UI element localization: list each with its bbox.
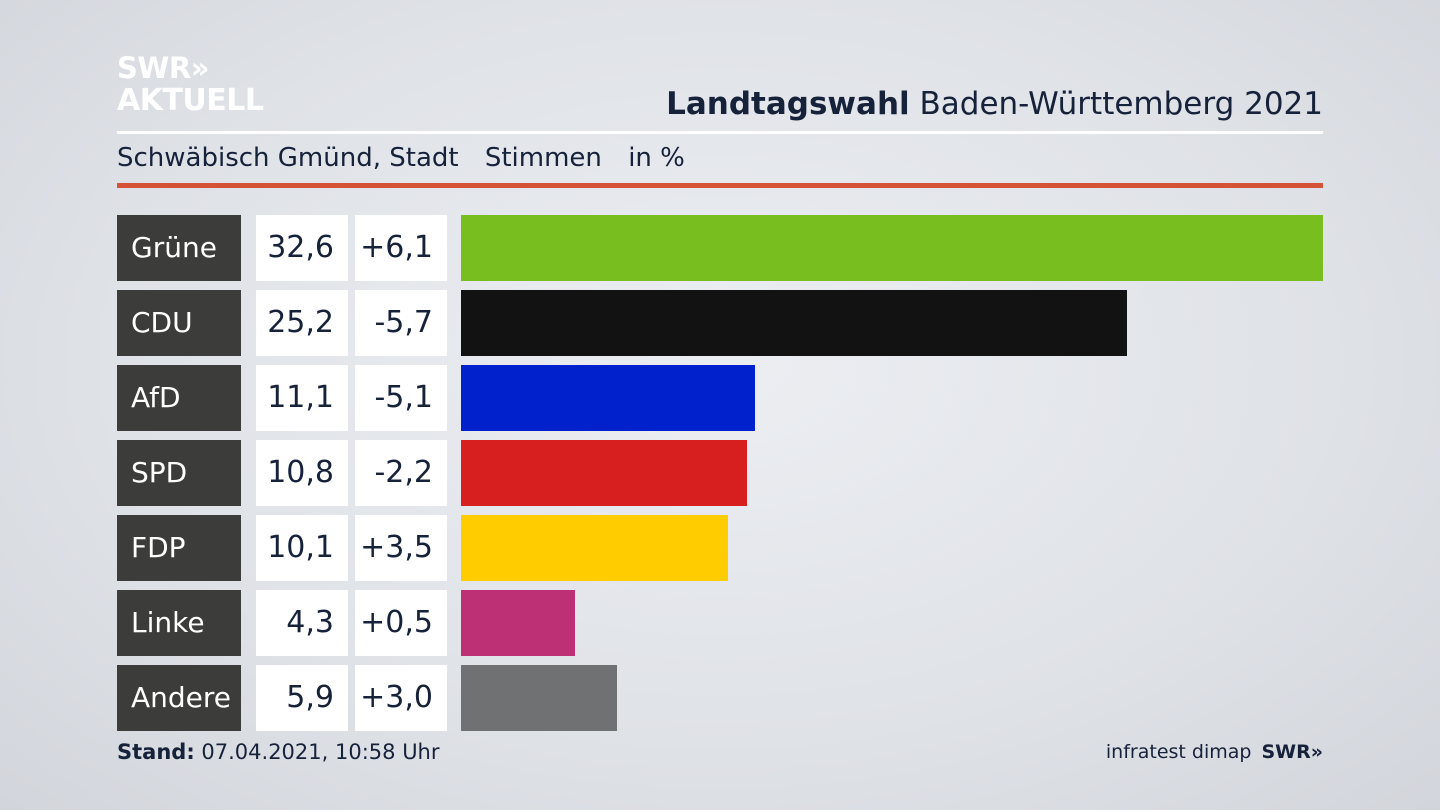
result-bar [461, 215, 1323, 281]
party-label: Grüne [117, 215, 241, 281]
title-rest: Baden-Württemberg 2021 [919, 86, 1323, 122]
chart-row: SPD 10,8 -2,2 [117, 440, 1323, 506]
change-value: -5,1 [355, 365, 447, 431]
result-bar [461, 590, 575, 656]
result-bar [461, 440, 747, 506]
vote-share-value: 5,9 [256, 665, 348, 731]
region-label: Schwäbisch Gmünd, Stadt [117, 143, 459, 173]
chart-row: FDP 10,1 +3,5 [117, 515, 1323, 581]
chart-row: Grüne 32,6 +6,1 [117, 215, 1323, 281]
party-label: Andere [117, 665, 241, 731]
result-bar [461, 515, 729, 581]
accent-divider [117, 183, 1323, 188]
unit-label: in % [628, 143, 685, 173]
chart-subtitle: Schwäbisch Gmünd, Stadt Stimmen in % [117, 143, 703, 173]
chart-row: Linke 4,3 +0,5 [117, 590, 1323, 656]
party-label: AfD [117, 365, 241, 431]
vote-share-value: 4,3 [256, 590, 348, 656]
change-value: +3,0 [355, 665, 447, 731]
party-label: Linke [117, 590, 241, 656]
swr-aktuell-logo: SWR» AKTUELL [117, 54, 264, 116]
vote-share-value: 11,1 [256, 365, 348, 431]
result-bar [461, 365, 755, 431]
party-label: SPD [117, 440, 241, 506]
source-credit: infratest dimap SWR» [1106, 741, 1323, 763]
change-value: +3,5 [355, 515, 447, 581]
chart-row: CDU 25,2 -5,7 [117, 290, 1323, 356]
logo-chevron-icon: » [190, 51, 210, 85]
logo-swr: SWR [117, 51, 191, 85]
change-value: +6,1 [355, 215, 447, 281]
vote-share-value: 32,6 [256, 215, 348, 281]
result-bar [461, 290, 1128, 356]
timestamp: Stand: 07.04.2021, 10:58 Uhr [117, 740, 440, 764]
change-value: -5,7 [355, 290, 447, 356]
chart-row: AfD 11,1 -5,1 [117, 365, 1323, 431]
change-value: +0,5 [355, 590, 447, 656]
stand-value: 07.04.2021, 10:58 Uhr [201, 740, 440, 764]
vote-share-value: 10,1 [256, 515, 348, 581]
header-divider [117, 131, 1323, 134]
stand-label: Stand: [117, 740, 195, 764]
title-bold: Landtagswahl [666, 86, 910, 122]
logo-aktuell: AKTUELL [117, 83, 264, 118]
chart-row: Andere 5,9 +3,0 [117, 665, 1323, 731]
party-label: FDP [117, 515, 241, 581]
source-label: infratest dimap [1105, 741, 1252, 763]
vote-share-value: 25,2 [256, 290, 348, 356]
swr-logo-small: SWR» [1261, 741, 1323, 763]
result-bar [461, 665, 617, 731]
page-title: Landtagswahl Baden-Württemberg 2021 [666, 86, 1323, 122]
measure-label: Stimmen [484, 143, 602, 173]
party-label: CDU [117, 290, 241, 356]
change-value: -2,2 [355, 440, 447, 506]
vote-share-value: 10,8 [256, 440, 348, 506]
